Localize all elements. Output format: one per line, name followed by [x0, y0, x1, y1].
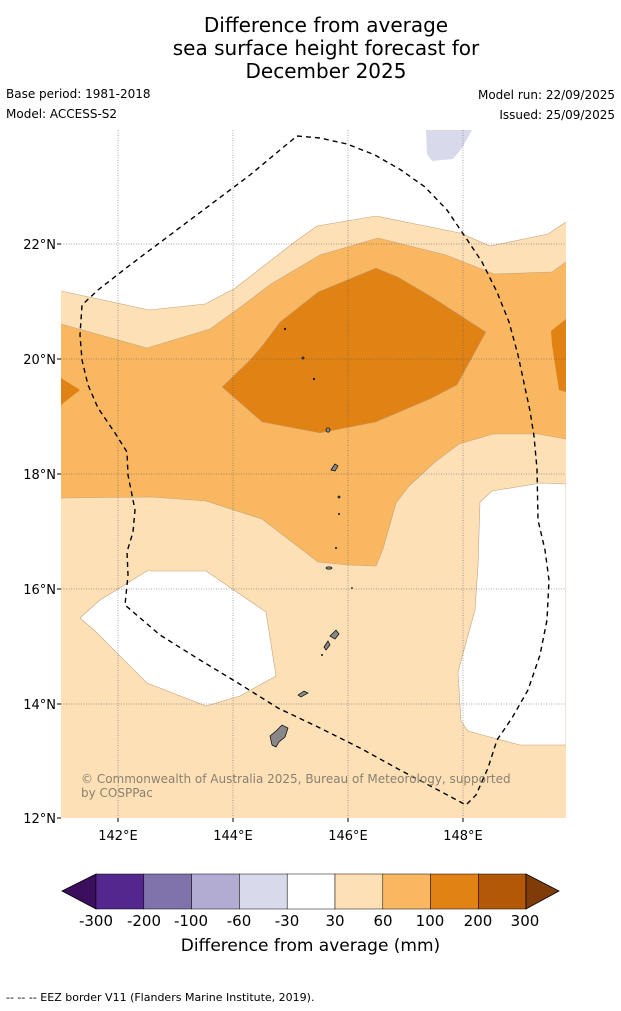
island [321, 654, 323, 656]
colorbar-extend-low [61, 873, 97, 910]
colorbar-label: 300 [510, 912, 540, 930]
anomaly-100-200-core [222, 268, 486, 433]
island [351, 587, 353, 589]
colorbar-label: -300 [78, 912, 114, 930]
colorbar-swatch [286, 873, 336, 910]
model-name: Model: ACCESS-S2 [6, 107, 118, 121]
map-title: Difference from average sea surface heig… [0, 14, 621, 83]
lat-tick-label: 22°N [23, 238, 56, 253]
map-gridlines [61, 130, 566, 818]
colorbar-swatch [478, 873, 527, 910]
colorbar-swatch [95, 873, 145, 910]
anomaly-neutral-west [79, 570, 277, 707]
eez-legend-note: -- -- -- EEZ border V11 (Flanders Marine… [6, 991, 315, 1004]
colorbar-swatch [239, 873, 288, 910]
island [301, 356, 305, 360]
colorbar-label: -200 [126, 912, 162, 930]
anomaly-neutral-north [61, 130, 566, 310]
title-line-3: December 2025 [245, 59, 407, 83]
eez-border [79, 135, 550, 806]
map-axes: 12°N 14°N 16°N 18°N 20°N 22°N 142°E 144°… [23, 238, 483, 844]
colorbar-swatch [382, 873, 431, 910]
lon-tick-label: 144°E [213, 829, 253, 844]
lat-tick-label: 18°N [23, 468, 56, 483]
credit-line-1: © Commonwealth of Australia 2025, Bureau… [81, 772, 511, 786]
colorbar-swatch [191, 873, 240, 910]
lon-tick-label: 148°E [443, 829, 483, 844]
colorbar-title: Difference from average (mm) [180, 936, 441, 956]
island-tinian [323, 640, 331, 651]
lat-tick-label: 14°N [23, 698, 56, 713]
title-line-2: sea surface height forecast for [172, 36, 480, 60]
colorbar-swatch [430, 873, 479, 910]
island [325, 566, 333, 570]
colorbar-label: 60 [373, 912, 393, 930]
island [312, 377, 316, 381]
island [283, 327, 287, 331]
island [325, 427, 331, 433]
mariana-islands [269, 327, 353, 748]
title-line-1: Difference from average [203, 13, 449, 37]
colorbar-label: 200 [463, 912, 493, 930]
colorbar-swatch [334, 873, 384, 910]
colorbar-label: 100 [415, 912, 445, 930]
anomaly-negative-patch [426, 130, 472, 161]
colorbar-label: -30 [274, 912, 300, 930]
island [334, 546, 338, 550]
base-period: Base period: 1981-2018 [6, 87, 151, 101]
lon-tick-label: 142°E [98, 829, 138, 844]
island [337, 495, 341, 499]
lat-tick-label: 20°N [23, 353, 56, 368]
anomaly-100-200-east [551, 319, 566, 392]
contour-lines [61, 215, 566, 567]
colorbar [61, 873, 560, 910]
lat-tick-label: 16°N [23, 583, 56, 598]
colorbar-swatch [143, 873, 192, 910]
map-area [61, 130, 566, 818]
island-saipan [329, 629, 340, 640]
island [330, 463, 339, 472]
colorbar-label: 30 [325, 912, 345, 930]
island-rota [297, 690, 309, 698]
colorbar-extend-high [525, 873, 560, 910]
lon-tick-label: 146°E [328, 829, 368, 844]
anomaly-100-200-west [61, 378, 80, 405]
issued-date: Issued: 25/09/2025 [499, 108, 615, 122]
anomaly-neutral-east [457, 482, 566, 746]
colorbar-label: -100 [173, 912, 209, 930]
copyright-credit: © Commonwealth of Australia 2025, Bureau… [81, 772, 511, 800]
lat-tick-label: 12°N [23, 812, 56, 827]
model-run: Model run: 22/09/2025 [477, 88, 615, 102]
colorbar-label: -60 [226, 912, 252, 930]
island-guam [269, 724, 289, 748]
island [338, 513, 340, 515]
credit-line-2: by COSPPac [81, 786, 153, 800]
